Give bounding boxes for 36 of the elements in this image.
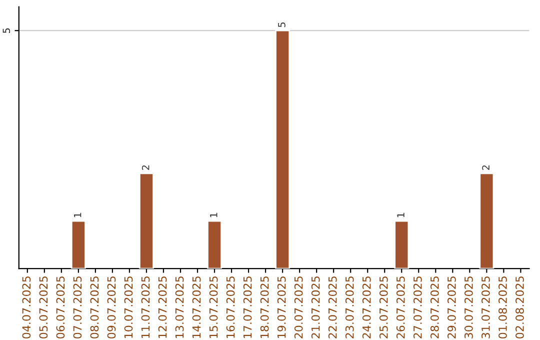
x-tick-label: 29.07.2025 bbox=[447, 276, 456, 338]
x-tick-label: 10.07.2025 bbox=[124, 276, 133, 338]
x-tick-label: 30.07.2025 bbox=[464, 276, 473, 338]
x-tick-label: 20.07.2025 bbox=[294, 276, 303, 338]
x-tick-label: 11.07.2025 bbox=[141, 276, 150, 338]
x-tick-label: 04.07.2025 bbox=[22, 276, 31, 338]
x-tick-label: 26.07.2025 bbox=[396, 276, 405, 338]
x-tick-label: 21.07.2025 bbox=[311, 276, 320, 338]
x-tick-label: 09.07.2025 bbox=[107, 276, 116, 338]
x-tick-label: 13.07.2025 bbox=[175, 276, 184, 338]
x-tick-label: 07.07.2025 bbox=[73, 276, 82, 338]
x-tick-label: 25.07.2025 bbox=[379, 276, 388, 338]
x-tick-label: 12.07.2025 bbox=[158, 276, 167, 338]
data-label: 5 bbox=[278, 22, 286, 28]
x-tick-label: 19.07.2025 bbox=[277, 276, 286, 338]
x-tick-label: 27.07.2025 bbox=[413, 276, 422, 338]
x-tick-label: 16.07.2025 bbox=[226, 276, 235, 338]
x-tick-label: 28.07.2025 bbox=[430, 276, 439, 338]
x-tick-label: 15.07.2025 bbox=[209, 276, 218, 338]
x-tick-label: 14.07.2025 bbox=[192, 276, 201, 338]
x-tick-label: 18.07.2025 bbox=[260, 276, 269, 338]
x-tick-label: 08.07.2025 bbox=[90, 276, 99, 338]
x-tick-label: 06.07.2025 bbox=[56, 276, 65, 338]
x-tick-label: 23.07.2025 bbox=[345, 276, 354, 338]
data-label: 2 bbox=[142, 165, 150, 170]
data-label: 2 bbox=[482, 165, 490, 170]
x-tick-label: 24.07.2025 bbox=[362, 276, 371, 338]
x-tick-label: 01.08.2025 bbox=[498, 276, 507, 338]
data-label: 1 bbox=[397, 212, 404, 218]
x-tick-label: 05.07.2025 bbox=[39, 276, 48, 338]
data-label: 1 bbox=[210, 212, 218, 218]
data-label: 1 bbox=[74, 212, 82, 218]
x-tick-label: 31.07.2025 bbox=[481, 276, 490, 338]
x-tick-label: 17.07.2025 bbox=[243, 276, 252, 338]
x-tick-label: 02.08.2025 bbox=[516, 276, 524, 338]
x-tick-label: 22.07.2025 bbox=[328, 276, 337, 338]
